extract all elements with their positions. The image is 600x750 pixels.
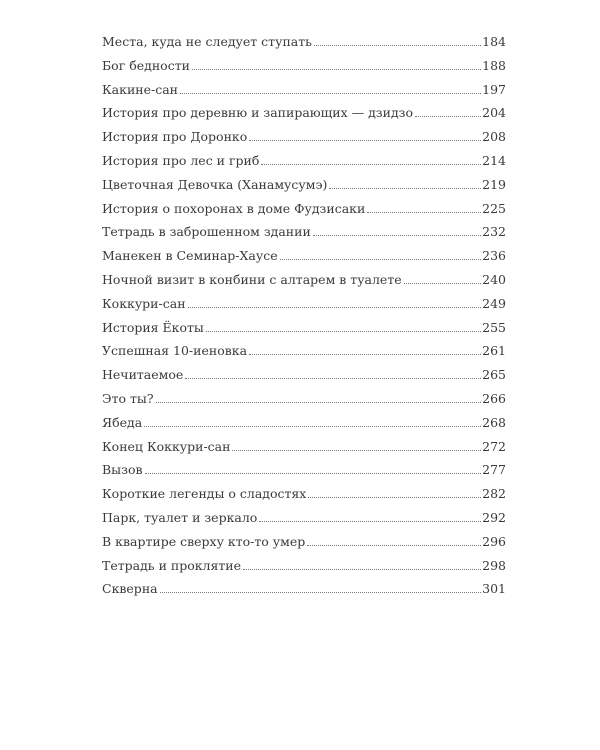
toc-entry-title: Это ты? [102, 390, 154, 406]
dot-leader [367, 211, 482, 213]
dot-leader [249, 354, 482, 356]
toc-entry-title: Вызов [102, 462, 143, 478]
toc-entry: Бог бедности 188 [102, 58, 506, 82]
toc-entry: Тетрадь и проклятие 298 [102, 558, 506, 582]
dot-leader [415, 116, 482, 118]
dot-leader [312, 235, 482, 237]
toc-entry-title: Цветочная Девочка (Ханамусумэ) [102, 176, 328, 192]
toc-entry-title: Коккури-сан [102, 295, 186, 311]
toc-entry: История про Доронко 208 [102, 129, 506, 153]
toc-entry-page: 296 [482, 533, 506, 549]
toc-entry-title: В квартире сверху кто-то умер [102, 533, 306, 549]
toc-entry-page: 208 [482, 129, 506, 145]
dot-leader [191, 68, 482, 70]
toc-entry-title: Конец Коккури-сан [102, 438, 231, 454]
toc-entry: В квартире сверху кто-то умер 296 [102, 534, 506, 558]
table-of-contents: Места, куда не следует ступать 184 Бог бед… [102, 34, 506, 605]
toc-entry-page: 266 [482, 390, 506, 406]
toc-entry-title: История про деревню и запирающих — дзидз… [102, 105, 413, 121]
toc-entry-page: 265 [482, 367, 506, 383]
toc-entry: Это ты? 266 [102, 391, 506, 415]
dot-leader [205, 330, 482, 332]
toc-entry: Парк, туалет и зеркало 292 [102, 510, 506, 534]
dot-leader [403, 282, 482, 284]
toc-entry-page: 236 [482, 248, 506, 264]
toc-entry-page: 272 [482, 438, 506, 454]
toc-entry: Конец Коккури-сан 272 [102, 439, 506, 463]
toc-entry-page: 219 [482, 176, 506, 192]
toc-entry-page: 277 [482, 462, 506, 478]
toc-entry-page: 268 [482, 414, 506, 430]
dot-leader [232, 449, 482, 451]
dot-leader [279, 259, 482, 261]
toc-entry-page: 282 [482, 486, 506, 502]
toc-entry-title: Места, куда не следует ступать [102, 34, 312, 49]
toc-entry-title: Какине-сан [102, 81, 179, 97]
dot-leader [159, 592, 482, 594]
dot-leader [313, 45, 482, 46]
toc-entry-title: Короткие легенды о сладостях [102, 486, 307, 502]
toc-entry-page: 225 [482, 200, 506, 216]
toc-entry: Скверна 301 [102, 581, 506, 605]
toc-entry-title: Нечитаемое [102, 367, 184, 383]
dot-leader [261, 163, 482, 165]
toc-entry-title: История о похоронах в доме Фудзисаки [102, 200, 366, 216]
toc-entry-title: Ночной визит в конбини с алтарем в туале… [102, 271, 402, 287]
toc-entry-title: История про Доронко [102, 129, 248, 145]
toc-entry: Успешная 10-иеновка 261 [102, 343, 506, 367]
dot-leader [243, 568, 482, 570]
dot-leader [249, 140, 482, 142]
dot-leader [308, 497, 482, 499]
toc-entry-page: 184 [482, 34, 506, 49]
toc-entry: Вызов 277 [102, 462, 506, 486]
toc-entry-page: 292 [482, 509, 506, 525]
toc-entry-title: Тетрадь и проклятие [102, 557, 242, 573]
toc-entry: История про деревню и запирающих — дзидз… [102, 105, 506, 129]
dot-leader [307, 544, 482, 546]
toc-entry-page: 255 [482, 319, 506, 335]
toc-entry-title: Скверна [102, 581, 158, 597]
toc-entry: Нечитаемое 265 [102, 367, 506, 391]
toc-entry: История о похоронах в доме Фудзисаки 225 [102, 201, 506, 225]
dot-leader [185, 378, 482, 380]
toc-entry-page: 301 [482, 581, 506, 597]
toc-entry-page: 197 [482, 81, 506, 97]
toc-entry: Манекен в Семинар-Хаусе 236 [102, 248, 506, 272]
toc-entry-page: 188 [482, 57, 506, 73]
toc-entry-page: 249 [482, 295, 506, 311]
dot-leader [329, 187, 482, 189]
toc-entry-title: Парк, туалет и зеркало [102, 509, 258, 525]
toc-entry: История Ёкоты 255 [102, 320, 506, 344]
dot-leader [144, 425, 482, 427]
toc-entry: Короткие легенды о сладостях 282 [102, 486, 506, 510]
toc-entry-title: Манекен в Семинар-Хаусе [102, 248, 278, 264]
toc-entry-page: 261 [482, 343, 506, 359]
toc-entry-title: Бог бедности [102, 57, 190, 73]
toc-entry: Какине-сан 197 [102, 82, 506, 106]
toc-entry: Тетрадь в заброшенном здании 232 [102, 224, 506, 248]
dot-leader [155, 401, 482, 403]
toc-entry-title: Успешная 10-иеновка [102, 343, 248, 359]
toc-entry: Ябеда 268 [102, 415, 506, 439]
toc-entry-page: 214 [482, 152, 506, 168]
dot-leader [187, 306, 482, 308]
toc-entry-title: История про лес и гриб [102, 152, 260, 168]
dot-leader [180, 92, 482, 94]
toc-entry-title: История Ёкоты [102, 319, 204, 335]
toc-entry: Места, куда не следует ступать 184 [102, 34, 506, 58]
toc-entry-title: Тетрадь в заброшенном здании [102, 224, 311, 240]
toc-entry: Коккури-сан 249 [102, 296, 506, 320]
dot-leader [259, 520, 482, 522]
toc-entry-page: 232 [482, 224, 506, 240]
toc-entry-page: 204 [482, 105, 506, 121]
toc-entry-title: Ябеда [102, 414, 143, 430]
toc-entry: Ночной визит в конбини с алтарем в туале… [102, 272, 506, 296]
dot-leader [144, 473, 482, 475]
toc-entry: Цветочная Девочка (Ханамусумэ) 219 [102, 177, 506, 201]
toc-entry-page: 298 [482, 557, 506, 573]
toc-entry: История про лес и гриб 214 [102, 153, 506, 177]
toc-entry-page: 240 [482, 271, 506, 287]
